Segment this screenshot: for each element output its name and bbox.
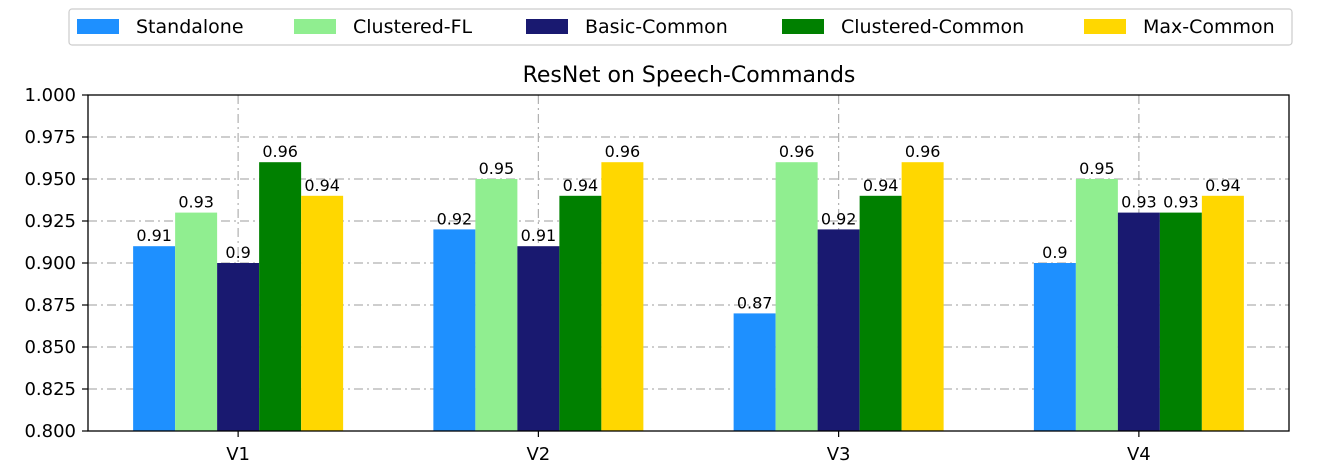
bar	[133, 246, 176, 431]
bar	[901, 162, 944, 431]
legend-swatch	[294, 19, 336, 34]
x-tick-label: V4	[1127, 444, 1151, 465]
bar	[517, 246, 560, 431]
y-tick-label: 0.975	[24, 127, 76, 148]
x-tick-label: V1	[226, 444, 250, 465]
x-axis: V1 V2 V3 V4	[226, 431, 1151, 465]
bar	[1075, 179, 1118, 431]
y-tick-label: 0.850	[24, 337, 76, 358]
bar-value-label: 0.93	[1121, 193, 1157, 212]
bar-value-label: 0.94	[563, 176, 599, 195]
legend-label: Max-Common	[1143, 16, 1275, 38]
bar-value-label: 0.96	[905, 142, 941, 161]
bar-value-label: 0.96	[262, 142, 298, 161]
bar-value-label: 0.93	[178, 193, 214, 212]
bar	[1033, 263, 1076, 431]
bar-value-label: 0.9	[1042, 243, 1067, 262]
bars: 0.91 0.92 0.87 0.9 0.93 0.95 0.96 0.95 0.9 0.91 0.…	[133, 142, 1244, 431]
bar-value-label: 0.92	[821, 209, 857, 228]
legend-frame	[68, 8, 1293, 46]
y-axis: 0.800 0.825 0.850 0.875 0.900 0.925 0.950 0.975…	[24, 85, 88, 442]
legend-label: Clustered-FL	[353, 16, 473, 38]
bar	[601, 162, 644, 431]
bar-value-label: 0.94	[1205, 176, 1241, 195]
legend-label: Clustered-Common	[841, 16, 1024, 38]
legend-swatch	[526, 19, 568, 34]
bar	[217, 263, 260, 431]
bar-value-label: 0.91	[136, 226, 172, 245]
y-tick-label: 0.825	[24, 379, 76, 400]
chart-title: ResNet on Speech-Commands	[523, 63, 856, 88]
y-tick-label: 1.000	[24, 85, 76, 106]
bar	[1159, 212, 1202, 431]
bar	[559, 195, 602, 431]
legend-swatch	[782, 19, 824, 34]
bar	[817, 229, 860, 431]
bar-value-label: 0.95	[1079, 159, 1115, 178]
bar-value-label: 0.87	[737, 293, 773, 312]
y-tick-label: 0.800	[24, 421, 76, 442]
bar	[433, 229, 476, 431]
bar-value-label: 0.94	[304, 176, 340, 195]
bar	[1117, 212, 1160, 431]
x-tick-label: V3	[827, 444, 851, 465]
bar-value-label: 0.96	[779, 142, 815, 161]
legend-swatch	[1084, 19, 1126, 34]
bar-value-label: 0.95	[479, 159, 515, 178]
y-tick-label: 0.950	[24, 169, 76, 190]
y-tick-label: 0.900	[24, 253, 76, 274]
legend: Standalone Clustered-FL Basic-Common Cluste…	[68, 8, 1293, 46]
bar-value-label: 0.9	[225, 243, 250, 262]
bar	[859, 195, 902, 431]
bar	[475, 179, 518, 431]
bar	[259, 162, 302, 431]
x-tick-label: V2	[526, 444, 550, 465]
bar-value-label: 0.91	[521, 226, 557, 245]
bar-value-label: 0.93	[1163, 193, 1199, 212]
legend-label: Standalone	[136, 16, 244, 38]
bar-value-label: 0.96	[605, 142, 641, 161]
bar-value-label: 0.94	[863, 176, 899, 195]
y-tick-label: 0.875	[24, 295, 76, 316]
legend-swatch	[77, 19, 119, 34]
bar	[175, 212, 218, 431]
bar	[775, 162, 818, 431]
bar	[301, 195, 344, 431]
y-tick-label: 0.925	[24, 211, 76, 232]
bar	[1201, 195, 1244, 431]
legend-label: Basic-Common	[585, 16, 728, 38]
bar-value-label: 0.92	[437, 209, 473, 228]
bar	[733, 313, 776, 431]
